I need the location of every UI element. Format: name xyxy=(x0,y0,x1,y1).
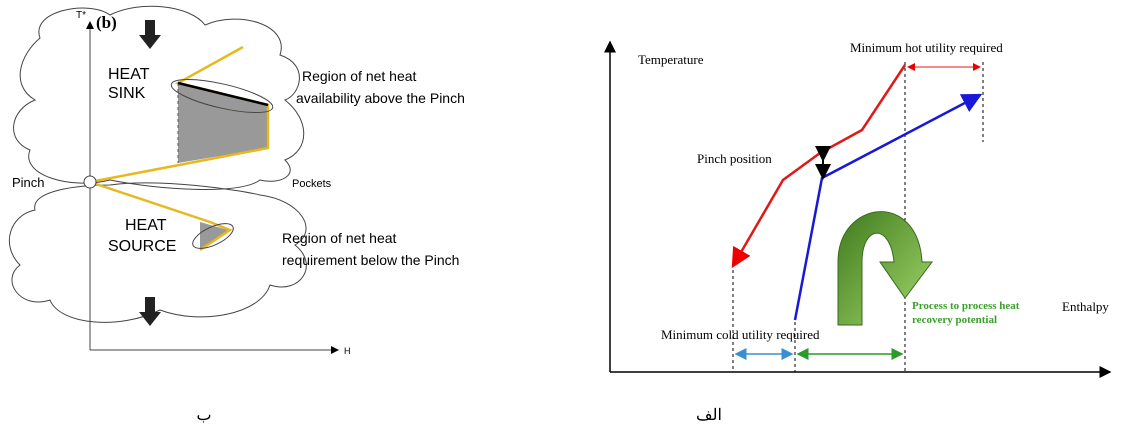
x-axis-label: Enthalpy xyxy=(1062,299,1109,314)
guides xyxy=(732,62,984,372)
recovery-label: Process to process heat xyxy=(912,300,1020,312)
caption: ب xyxy=(196,407,211,424)
pinch-point xyxy=(83,175,97,189)
sink-bubble xyxy=(170,78,274,114)
heat-sink: SINK xyxy=(108,85,146,102)
recovery-label: recovery potential xyxy=(912,314,997,326)
region-label: requirement below the Pinch xyxy=(282,252,459,268)
grand-composite-lower xyxy=(89,180,233,252)
source-cloud xyxy=(8,182,307,323)
cold-composite xyxy=(793,93,983,321)
x-axis-label: H xyxy=(344,346,351,356)
caption: الف xyxy=(696,407,722,424)
heat-source: SOURCE xyxy=(108,238,176,255)
sink-edge xyxy=(177,81,269,107)
right-panel: Temperature Minimum hot utility required… xyxy=(604,40,1112,424)
pockets-label: Pockets xyxy=(292,178,332,190)
source-bubble xyxy=(192,223,234,249)
heat-source: HEAT xyxy=(125,217,167,234)
region-label: Region of net heat xyxy=(302,68,417,84)
heat-sink: HEAT xyxy=(108,66,150,83)
left-panel: T* (b) HEAT SINK Region of net heat avai… xyxy=(8,5,465,424)
arrow-down xyxy=(139,297,161,326)
panel-label: (b) xyxy=(96,13,117,32)
cold-utility-label: Minimum cold utility required xyxy=(661,327,820,342)
region-label: availability above the Pinch xyxy=(296,90,465,106)
hot-utility-label: Minimum hot utility required xyxy=(850,40,1003,55)
pinch-label: Pinch position xyxy=(697,151,772,166)
y-axis-label: Temperature xyxy=(638,52,704,67)
pinch-label: Pinch xyxy=(12,175,45,190)
arrow-down xyxy=(139,20,161,49)
region-label: Region of net heat xyxy=(282,230,397,246)
recovery-arrow xyxy=(837,211,933,326)
y-axis-label: T* xyxy=(76,10,86,21)
sink-cloud xyxy=(13,5,305,190)
